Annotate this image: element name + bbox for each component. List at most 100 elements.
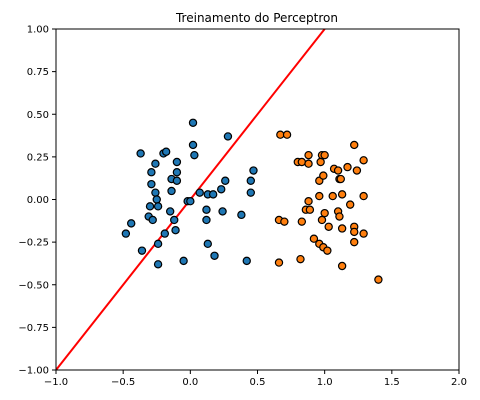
- scatter-point-class-1: [350, 237, 359, 247]
- scatter-point-class-1: [315, 191, 324, 201]
- scatter-point-class-1: [359, 229, 368, 238]
- scatter-point-class-1: [316, 157, 325, 167]
- y-tick-label: 0.25: [27, 152, 49, 163]
- scatter-point-class-0: [208, 190, 218, 199]
- scatter-point-class-1: [305, 205, 315, 214]
- scatter-point-class-0: [242, 256, 251, 266]
- scatter-point-class-0: [147, 179, 156, 189]
- scatter-point-class-0: [165, 207, 175, 216]
- y-tick-label: 0.50: [27, 110, 49, 121]
- scatter-point-class-1: [350, 140, 359, 150]
- scatter-point-class-1: [333, 166, 343, 175]
- scatter-point-class-0: [121, 229, 131, 238]
- scatter-point-class-1: [324, 222, 333, 231]
- scatter-point-class-1: [352, 166, 362, 175]
- chart-title: Treinamento do Perceptron: [175, 11, 338, 25]
- scatter-point-class-0: [127, 219, 136, 228]
- y-tick-label: −0.25: [18, 238, 49, 249]
- scatter-point-class-0: [167, 186, 176, 196]
- x-tick-label: −1.0: [44, 377, 68, 388]
- scatter-point-class-0: [223, 132, 233, 141]
- scatter-point-class-1: [297, 217, 307, 226]
- scatter-point-class-0: [218, 207, 227, 216]
- scatter-point-class-1: [317, 215, 327, 225]
- scatter-point-class-0: [152, 195, 161, 204]
- scatter-point-class-0: [148, 215, 157, 225]
- x-tick-label: 0.5: [250, 377, 266, 388]
- scatter-point-class-1: [359, 156, 368, 165]
- scatter-point-class-0: [188, 140, 198, 150]
- scatter-point-class-1: [320, 208, 329, 218]
- scatter-point-class-1: [309, 234, 319, 243]
- scatter-point-class-0: [136, 149, 145, 158]
- scatter-point-class-0: [172, 157, 182, 167]
- scatter-point-class-1: [350, 227, 359, 237]
- scatter-point-class-0: [153, 239, 163, 249]
- scatter-point-class-1: [335, 212, 344, 221]
- y-tick-label: 0.00: [27, 195, 49, 206]
- scatter-point-class-1: [336, 174, 345, 184]
- y-tick-label: −0.50: [18, 280, 49, 291]
- scatter-point-class-0: [161, 147, 171, 156]
- scatter-point-class-1: [337, 190, 347, 199]
- scatter-point-class-0: [172, 168, 182, 177]
- scatter-point-class-1: [343, 162, 352, 172]
- scatter-point-class-1: [320, 150, 329, 160]
- scatter-point-class-0: [203, 239, 212, 249]
- scatter-point-class-0: [179, 256, 188, 266]
- scatter-point-class-0: [249, 166, 258, 175]
- points-layer: [121, 118, 383, 284]
- scatter-point-class-1: [304, 197, 313, 206]
- scatter-point-class-1: [297, 157, 307, 167]
- scatter-point-class-0: [202, 215, 211, 225]
- scatter-point-class-0: [202, 205, 211, 214]
- scatter-point-class-0: [151, 188, 160, 197]
- scatter-point-class-0: [221, 176, 230, 185]
- scatter-point-class-0: [217, 185, 226, 194]
- scatter-point-class-0: [147, 168, 156, 177]
- scatter-point-class-1: [304, 159, 313, 168]
- y-tick-label: 1.00: [27, 25, 49, 36]
- scatter-point-class-0: [153, 260, 163, 269]
- scatter-point-class-0: [210, 251, 219, 260]
- y-tick-label: −1.00: [18, 366, 49, 377]
- scatter-point-class-1: [337, 224, 347, 233]
- scatter-point-class-1: [282, 130, 292, 139]
- x-tick-label: 0.0: [182, 377, 198, 388]
- scatter-point-class-1: [337, 261, 347, 271]
- x-tick-label: −0.5: [111, 377, 135, 388]
- scatter-point-class-0: [172, 176, 182, 185]
- scatter-point-class-0: [160, 229, 170, 238]
- scatter-point-class-0: [153, 202, 163, 211]
- scatter-point-class-0: [151, 159, 160, 168]
- scatter-point-class-1: [280, 217, 289, 226]
- x-axis: −1.0 −0.5 0.0 0.5 1.0 1.5 2.0: [44, 370, 467, 388]
- scatter-point-class-0: [137, 246, 147, 255]
- scatter-point-class-1: [345, 200, 355, 209]
- scatter-point-class-1: [304, 150, 313, 160]
- scatter-point-class-1: [274, 258, 284, 267]
- scatter-point-class-1: [374, 275, 383, 284]
- scatter-point-class-0: [145, 202, 155, 211]
- y-tick-label: −0.75: [18, 323, 49, 334]
- x-tick-label: 1.0: [317, 377, 333, 388]
- y-tick-label: 0.75: [27, 67, 49, 78]
- scatter-point-class-1: [359, 191, 368, 201]
- plot-frame: [55, 28, 460, 371]
- scatter-point-class-0: [246, 176, 255, 185]
- scatter-point-class-0: [195, 188, 204, 197]
- scatter-point-class-1: [296, 254, 305, 264]
- scatter-point-class-0: [237, 210, 246, 220]
- x-tick-label: 2.0: [451, 377, 467, 388]
- scatter-point-class-1: [328, 191, 337, 201]
- x-tick-label: 1.5: [384, 377, 400, 388]
- scatter-point-class-0: [171, 225, 180, 235]
- y-axis: 1.00 0.75 0.50 0.25 0.00 −0.25 −0.50 −0.75 −1.00: [18, 25, 56, 377]
- scatter-point-class-0: [186, 197, 195, 206]
- scatter-point-class-1: [319, 171, 328, 180]
- scatter-point-class-0: [190, 150, 199, 160]
- scatter-point-class-0: [188, 118, 198, 127]
- scatter-point-class-1: [323, 246, 332, 255]
- scatter-point-class-0: [246, 188, 255, 197]
